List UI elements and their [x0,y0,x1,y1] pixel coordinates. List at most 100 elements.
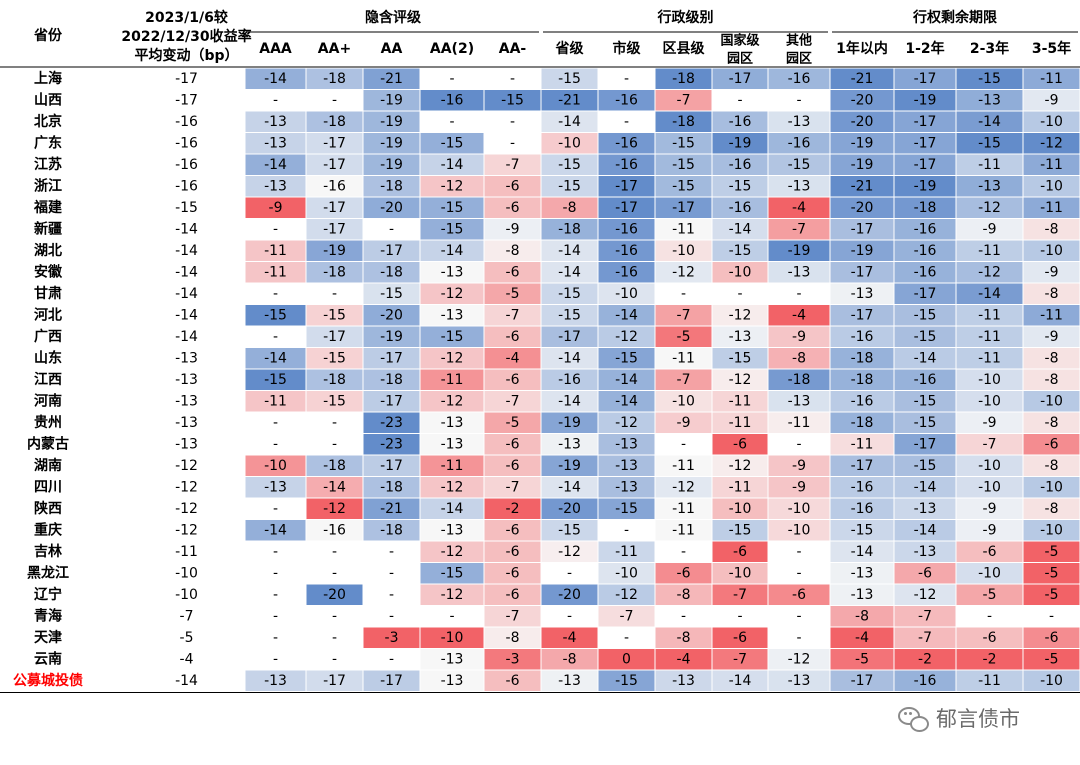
cell-value: -12 [914,587,937,603]
heat-cell [655,154,712,175]
cell-value: -12 [558,544,581,560]
cell-value: -12 [615,587,638,603]
heat-cell [768,154,830,175]
heat-cell [363,670,420,691]
cell-value: -15 [729,178,752,194]
cell-value: -2 [506,501,520,517]
heat-cell [1023,326,1080,347]
row-avg: -14 [175,329,198,345]
cell-value: -21 [380,501,403,517]
cell-value: -19 [380,92,403,108]
heat-cell [363,176,420,197]
cell-value: -13 [264,479,287,495]
heat-cell [712,176,768,197]
cell-value: -20 [851,114,874,130]
heat-cell [245,176,306,197]
heat-cell [598,649,655,670]
heat-cell [1023,541,1080,562]
heat-cell [1023,369,1080,390]
heat-cell [1023,563,1080,584]
cell-value: -14 [558,114,581,130]
heat-cell [956,412,1023,433]
cell-value: -18 [672,71,695,87]
heat-cell [245,305,306,326]
row-avg: -16 [175,157,198,173]
heat-cell [306,455,363,476]
cell-value: -17 [672,200,695,216]
cell-value: -15 [672,157,695,173]
cell-value: -6 [506,372,520,388]
heat-cell [420,477,484,498]
cell-value: -13 [558,436,581,452]
cell-value: -10 [1040,178,1063,194]
cell-value: -2 [983,651,997,667]
heat-cell [956,133,1023,154]
cell-value: -4 [563,630,577,646]
cell-value: 0 [622,651,631,667]
heat-cell [541,627,598,648]
heat-cell [484,606,541,627]
heat-cell [712,670,768,691]
cell-value: -18 [380,178,403,194]
heat-cell [956,520,1023,541]
cell-value: - [273,329,278,345]
cell-value: -18 [558,221,581,237]
cell-value: -11 [264,243,287,259]
heat-cell [655,477,712,498]
heat-cell [768,584,830,605]
cell-value: -10 [788,501,811,517]
cell-value: - [273,565,278,581]
heat-cell [712,391,768,412]
heat-cell [541,154,598,175]
heat-cell [1023,477,1080,498]
cell-value: -7 [733,651,747,667]
heat-cell [598,262,655,283]
cell-value: -13 [264,178,287,194]
cell-value: -12 [441,350,464,366]
cell-value: -8 [563,651,577,667]
cell-value: -21 [851,178,874,194]
cell-value: - [796,544,801,560]
cell-value: -20 [323,587,346,603]
heat-cell [768,326,830,347]
row-avg: -17 [175,71,198,87]
cell-value: -10 [558,135,581,151]
heat-cell [363,348,420,369]
row-avg: -7 [180,608,194,624]
column-header: 1年以内 [836,40,888,57]
heat-cell [1023,649,1080,670]
cell-value: -18 [851,415,874,431]
cell-value: -12 [323,501,346,517]
heat-cell [306,262,363,283]
heat-cell [956,305,1023,326]
heat-cell [420,326,484,347]
header-avg-line: 平均变动（bp） [134,47,238,64]
cell-value: -13 [441,673,464,689]
heat-cell [830,133,894,154]
cell-value: -14 [264,350,287,366]
heat-cell [420,133,484,154]
cell-value: -20 [380,200,403,216]
cell-value: -12 [978,264,1001,280]
cell-value: -15 [264,372,287,388]
cell-value: -13 [615,436,638,452]
cell-value: -14 [264,522,287,538]
heat-cell [245,197,306,218]
cell-value: - [273,415,278,431]
heat-cell [598,606,655,627]
header-avg-line: 2022/12/30收益率 [121,28,251,45]
heat-cell [894,90,956,111]
cell-value: -19 [851,243,874,259]
cell-value: - [273,630,278,646]
cell-value: -8 [1045,415,1059,431]
cell-value: -13 [441,651,464,667]
cell-value: - [510,114,515,130]
cell-value: -14 [851,544,874,560]
cell-value: -11 [264,393,287,409]
cell-value: -14 [264,71,287,87]
heat-cell [712,627,768,648]
cell-value: - [449,608,454,624]
cell-value: - [332,286,337,302]
heat-cell [956,283,1023,304]
cell-value: -8 [506,243,520,259]
